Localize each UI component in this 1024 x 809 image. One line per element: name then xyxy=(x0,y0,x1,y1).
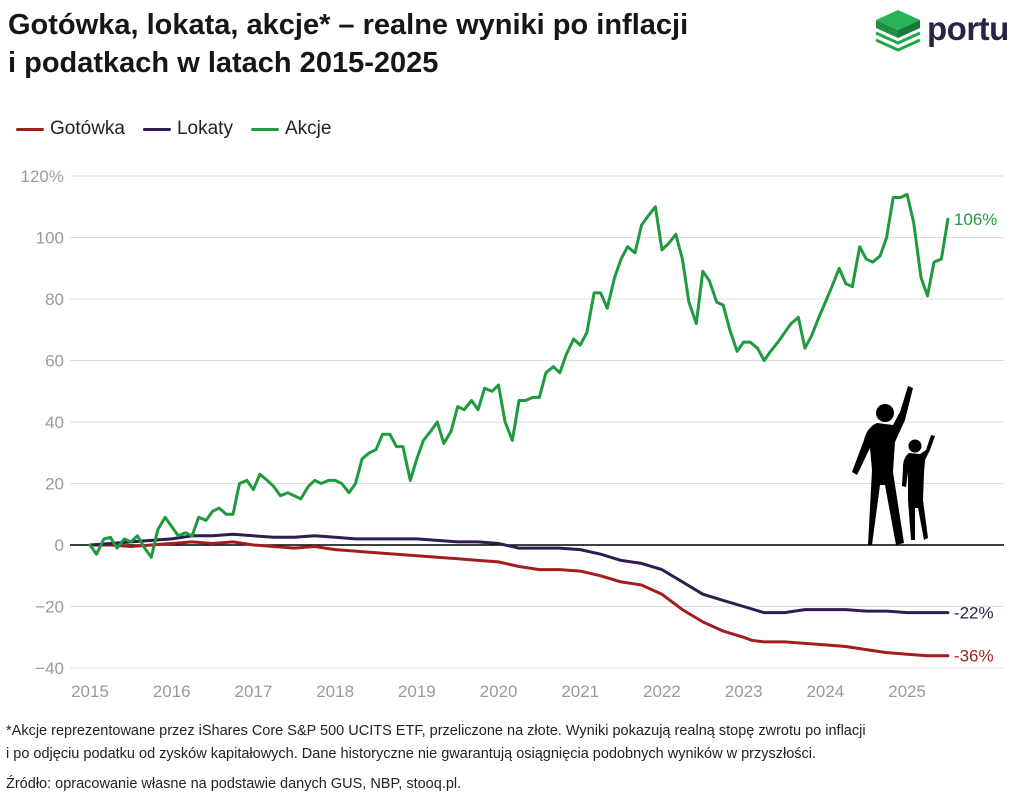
grid-lines xyxy=(70,175,1004,669)
legend-label-akcje: Akcje xyxy=(284,118,332,139)
end-labels: -36% -22% 106% xyxy=(954,210,997,666)
chart-legend: Gotówka Lokaty Akcje xyxy=(16,118,331,140)
legend-swatch-lokaty xyxy=(142,127,171,131)
chart-title-line1: Gotówka, lokata, akcje* – realne wyniki … xyxy=(8,9,689,41)
chart-title: Gotówka, lokata, akcje* – realne wyniki … xyxy=(8,6,848,82)
legend-swatch-akcje xyxy=(250,127,279,131)
legend-swatch-gotowka xyxy=(16,127,44,131)
x-tick-label: 2024 xyxy=(806,682,844,701)
x-tick-label: 2022 xyxy=(643,682,681,701)
x-tick-label: 2019 xyxy=(398,682,436,701)
series-lines xyxy=(88,192,950,658)
end-label-lokaty: -22% xyxy=(954,604,994,623)
x-tick-label: 2015 xyxy=(71,682,109,701)
y-tick-label: −40 xyxy=(35,659,64,678)
logo-text: portu xyxy=(927,10,1009,47)
x-tick-label: 2020 xyxy=(480,682,518,701)
line-chart: 120% 100 80 60 40 20 0 −20 −40 2015 2016 2017 2018 20… xyxy=(21,167,1004,701)
y-tick-label: 20 xyxy=(45,475,64,494)
legend-label-lokaty: Lokaty xyxy=(176,118,233,139)
x-tick-label: 2023 xyxy=(725,682,763,701)
y-tick-label: 60 xyxy=(45,352,64,371)
end-label-gotówka: -36% xyxy=(954,647,994,666)
legend-label-gotowka: Gotówka xyxy=(50,118,125,139)
axes: 120% 100 80 60 40 20 0 −20 −40 2015 2016 2017 2018 20… xyxy=(21,167,1004,701)
y-tick-label: 0 xyxy=(55,536,64,555)
legend-item-gotowka: Gotówka xyxy=(16,118,125,140)
y-tick-label: −20 xyxy=(35,598,64,617)
x-tick-label: 2021 xyxy=(561,682,599,701)
x-tick-label: 2017 xyxy=(234,682,272,701)
series-line-akcje xyxy=(88,192,950,559)
green-stack-icon xyxy=(875,10,921,52)
legend-item-lokaty: Lokaty xyxy=(142,118,233,140)
footnote-line2: i po odjęciu podatku od zysków kapitałow… xyxy=(6,746,817,762)
adult-and-child-silhouette-icon xyxy=(852,386,935,545)
series-line-lokaty xyxy=(88,532,950,615)
chart-title-line2: i podatkach w latach 2015-2025 xyxy=(8,47,439,79)
y-tick-label: 120% xyxy=(21,167,64,186)
y-tick-label: 80 xyxy=(45,290,64,309)
portu-logo: portu xyxy=(872,8,1017,54)
y-tick-label: 40 xyxy=(45,413,64,432)
footnote-line1: *Akcje reprezentowane przez iShares Core… xyxy=(6,723,866,739)
end-label-akcje: 106% xyxy=(954,210,997,229)
footnote: *Akcje reprezentowane przez iShares Core… xyxy=(6,720,1018,766)
x-tick-label: 2025 xyxy=(888,682,926,701)
legend-item-akcje: Akcje xyxy=(250,118,332,140)
x-tick-label: 2018 xyxy=(316,682,354,701)
x-tick-label: 2016 xyxy=(153,682,191,701)
source-note: Źródło: opracowanie własne na podstawie … xyxy=(6,776,462,792)
y-tick-label: 100 xyxy=(36,229,64,248)
series-line-gotówka xyxy=(88,540,950,658)
